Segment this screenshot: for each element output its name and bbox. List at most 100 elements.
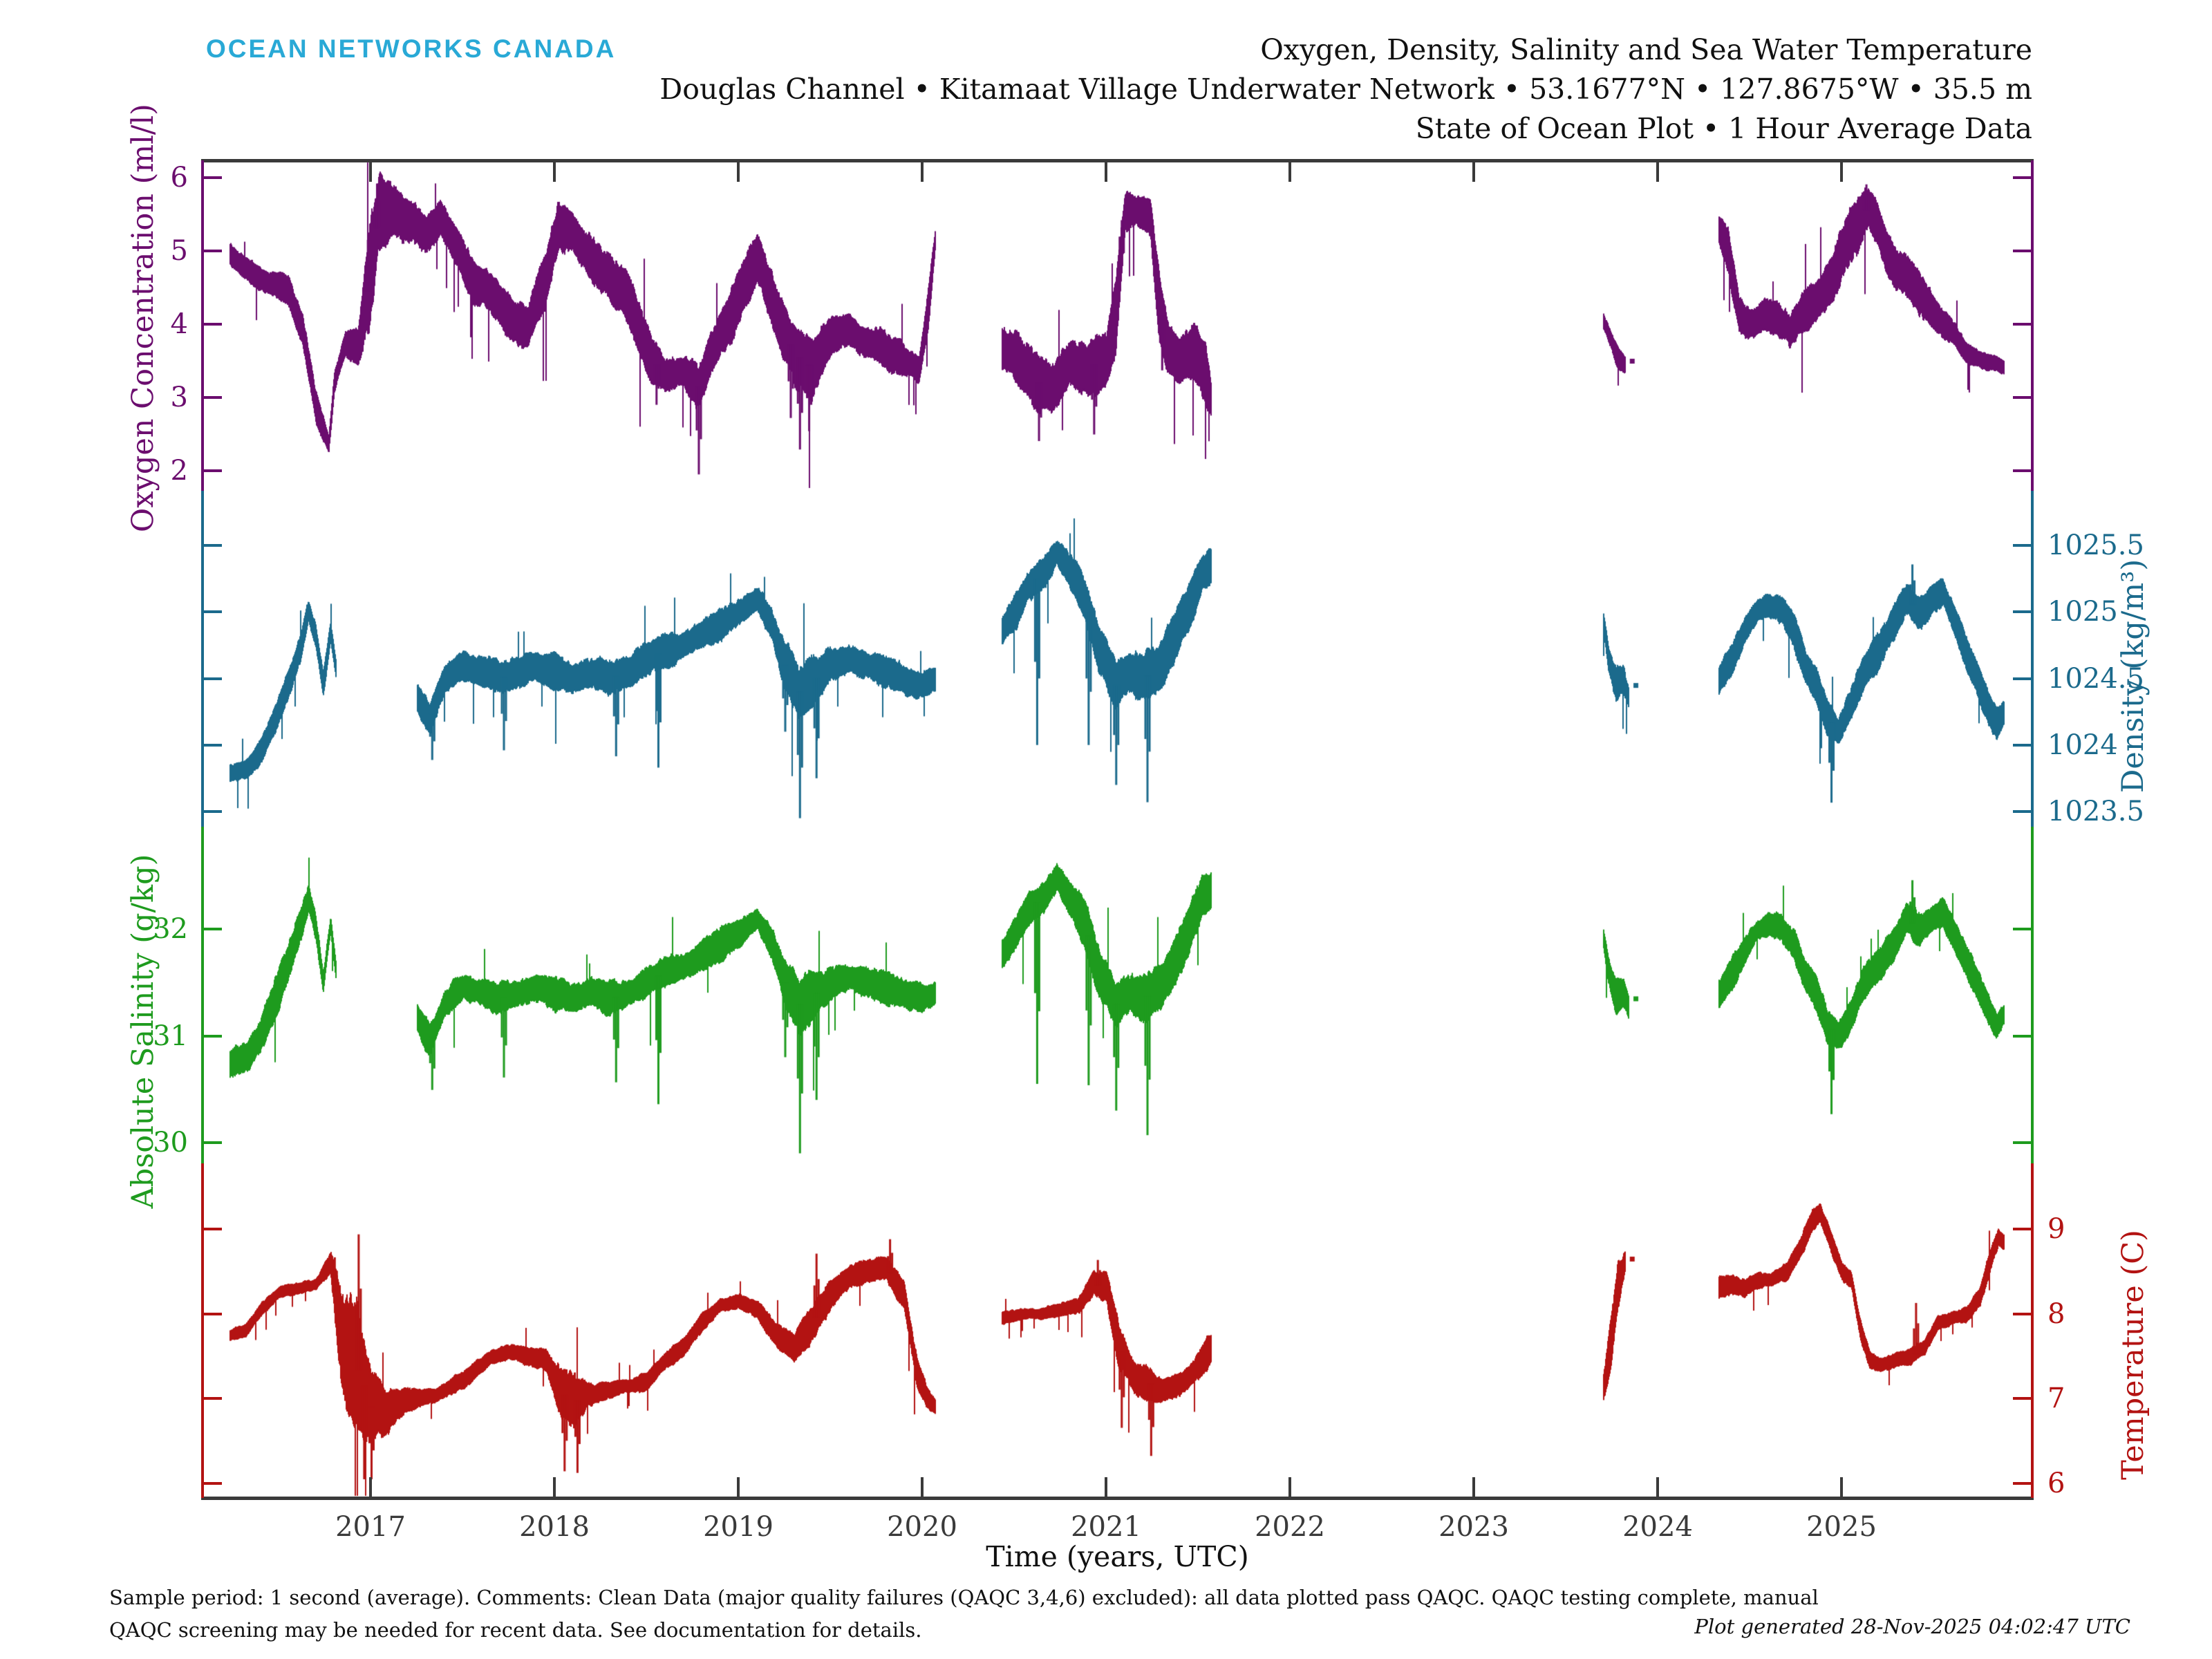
y-tick-label-density-1024: 1024	[2047, 729, 2118, 761]
y-tick-right-oxygen-6	[2013, 176, 2034, 179]
x-tick-top-2022	[1288, 161, 1291, 182]
plot-title-line2: Douglas Channel • Kitamaat Village Under…	[659, 73, 2032, 106]
spine-left-temperature	[201, 1163, 204, 1498]
y-tick-label-temperature-7: 7	[2047, 1382, 2065, 1414]
y-tick-right-temperature-6	[2013, 1482, 2034, 1485]
y-tick-left-oxygen-5	[201, 250, 222, 252]
plot-generated-note: Plot generated 28-Nov-2025 04:02:47 UTC	[1694, 1615, 2130, 1638]
plot-title-line3: State of Ocean Plot • 1 Hour Average Dat…	[1415, 112, 2032, 145]
spine-left-oxygen	[201, 160, 204, 491]
y-tick-left-oxygen-3	[201, 396, 222, 399]
y-tick-right-temperature-7	[2013, 1397, 2034, 1400]
x-tick-top-2025	[1840, 161, 1843, 182]
x-tick-top-2021	[1105, 161, 1107, 182]
x-tick-bottom-2021	[1105, 1477, 1107, 1498]
x-tick-bottom-2025	[1840, 1477, 1843, 1498]
x-tick-bottom-2022	[1288, 1477, 1291, 1498]
spine-left-salinity	[201, 827, 204, 1163]
x-tick-bottom-2018	[553, 1477, 556, 1498]
y-tick-label-salinity-32: 32	[153, 913, 188, 945]
y-axis-title-temperature: Temperature (C)	[2116, 1230, 2150, 1480]
y-tick-left-density-1025.5	[201, 544, 222, 547]
x-tick-label-2017: 2017	[335, 1511, 406, 1543]
y-tick-label-density-1025: 1025	[2047, 596, 2118, 628]
x-tick-bottom-2019	[737, 1477, 740, 1498]
y-tick-right-density-1024	[2013, 744, 2034, 747]
y-tick-label-oxygen-4: 4	[170, 308, 188, 340]
x-tick-top-2023	[1472, 161, 1475, 182]
onc-logo: OCEAN NETWORKS CANADA	[206, 35, 617, 63]
y-tick-right-oxygen-4	[2013, 323, 2034, 326]
x-tick-bottom-2024	[1656, 1477, 1659, 1498]
x-tick-label-2020: 2020	[887, 1511, 957, 1543]
y-tick-left-oxygen-6	[201, 176, 222, 179]
y-tick-left-temperature-6	[201, 1482, 222, 1485]
x-tick-bottom-2020	[921, 1477, 924, 1498]
y-tick-left-salinity-32	[201, 928, 222, 930]
y-tick-left-density-1023.5	[201, 810, 222, 813]
y-tick-right-temperature-9	[2013, 1228, 2034, 1230]
y-tick-right-density-1023.5	[2013, 810, 2034, 813]
y-tick-right-oxygen-3	[2013, 396, 2034, 399]
y-tick-label-salinity-31: 31	[153, 1020, 188, 1052]
y-tick-left-temperature-9	[201, 1228, 222, 1230]
y-tick-right-temperature-8	[2013, 1313, 2034, 1315]
y-tick-label-density-1025.5: 1025.5	[2047, 529, 2144, 561]
x-tick-top-2024	[1656, 161, 1659, 182]
spine-right-temperature	[2031, 1163, 2034, 1498]
x-tick-label-2025: 2025	[1806, 1511, 1877, 1543]
y-tick-label-oxygen-5: 5	[170, 235, 188, 267]
spine-right-salinity	[2031, 827, 2034, 1163]
y-tick-left-density-1024	[201, 744, 222, 747]
y-tick-right-salinity-32	[2013, 928, 2034, 930]
footer-comment-line2: QAQC screening may be needed for recent …	[109, 1618, 922, 1642]
spine-bottom	[201, 1497, 2034, 1500]
spine-right-oxygen	[2031, 160, 2034, 491]
x-axis-title: Time (years, UTC)	[986, 1540, 1249, 1573]
x-tick-top-2017	[369, 161, 372, 182]
x-tick-bottom-2023	[1472, 1477, 1475, 1498]
y-tick-label-temperature-6: 6	[2047, 1468, 2065, 1499]
x-tick-label-2024: 2024	[1622, 1511, 1693, 1543]
y-tick-left-temperature-8	[201, 1313, 222, 1315]
y-tick-left-density-1024.5	[201, 677, 222, 680]
y-tick-left-density-1025	[201, 610, 222, 613]
y-tick-label-density-1023.5: 1023.5	[2047, 796, 2144, 827]
spine-right-density	[2031, 491, 2034, 827]
x-tick-top-2019	[737, 161, 740, 182]
y-tick-right-density-1025	[2013, 610, 2034, 613]
x-tick-label-2021: 2021	[1071, 1511, 1141, 1543]
footer-comments: Sample period: 1 second (average). Comme…	[109, 1582, 1819, 1647]
y-tick-left-temperature-7	[201, 1397, 222, 1400]
y-tick-right-salinity-30	[2013, 1141, 2034, 1144]
spine-top	[201, 159, 2034, 162]
y-tick-left-salinity-30	[201, 1141, 222, 1144]
x-tick-label-2019: 2019	[703, 1511, 774, 1543]
y-tick-left-salinity-31	[201, 1035, 222, 1038]
spine-left-density	[201, 491, 204, 827]
plot-title-line1: Oxygen, Density, Salinity and Sea Water …	[1260, 33, 2032, 66]
x-tick-label-2018: 2018	[519, 1511, 590, 1543]
y-tick-right-density-1025.5	[2013, 544, 2034, 547]
x-tick-bottom-2017	[369, 1477, 372, 1498]
y-tick-label-density-1024.5: 1024.5	[2047, 663, 2144, 695]
y-tick-right-oxygen-5	[2013, 250, 2034, 252]
x-tick-label-2023: 2023	[1438, 1511, 1509, 1543]
y-tick-label-temperature-8: 8	[2047, 1298, 2065, 1330]
y-tick-left-oxygen-2	[201, 469, 222, 472]
footer-comment-line1: Sample period: 1 second (average). Comme…	[109, 1586, 1819, 1609]
x-tick-top-2020	[921, 161, 924, 182]
y-tick-left-oxygen-4	[201, 323, 222, 326]
plot-title-block: Oxygen, Density, Salinity and Sea Water …	[659, 30, 2032, 149]
y-tick-label-salinity-30: 30	[153, 1127, 188, 1159]
y-tick-right-salinity-31	[2013, 1035, 2034, 1038]
x-tick-top-2018	[553, 161, 556, 182]
y-tick-right-oxygen-2	[2013, 469, 2034, 472]
y-tick-label-oxygen-3: 3	[170, 382, 188, 413]
y-tick-label-oxygen-6: 6	[170, 162, 188, 194]
y-tick-label-temperature-9: 9	[2047, 1213, 2065, 1245]
y-tick-right-density-1024.5	[2013, 677, 2034, 680]
x-tick-label-2022: 2022	[1255, 1511, 1325, 1543]
